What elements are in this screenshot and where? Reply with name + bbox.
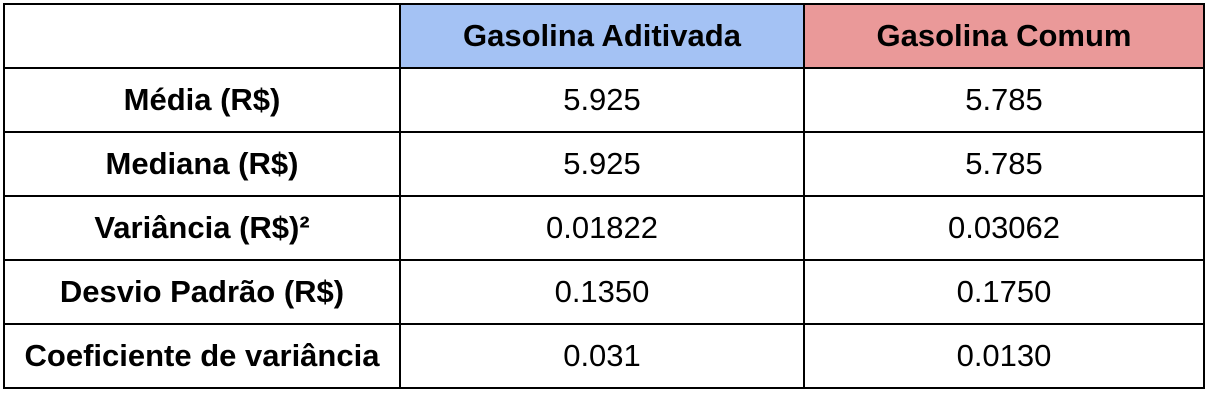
cell-coeficiente-comum: 0.0130 (803, 323, 1205, 389)
table-row: Mediana (R$) 5.925 5.785 (3, 131, 1205, 197)
row-label-coeficiente: Coeficiente de variância (3, 323, 401, 389)
row-label-media: Média (R$) (3, 67, 401, 133)
cell-desvio-aditivada: 0.1350 (399, 259, 805, 325)
cell-mediana-comum: 5.785 (803, 131, 1205, 197)
cell-media-comum: 5.785 (803, 67, 1205, 133)
statistics-table-container: Gasolina Aditivada Gasolina Comum Média … (3, 3, 1205, 389)
cell-variancia-aditivada: 0.01822 (399, 195, 805, 261)
header-corner-cell (3, 3, 401, 69)
row-label-variancia: Variância (R$)² (3, 195, 401, 261)
header-gasolina-comum: Gasolina Comum (803, 3, 1205, 69)
table-row: Média (R$) 5.925 5.785 (3, 67, 1205, 133)
table-row: Desvio Padrão (R$) 0.1350 0.1750 (3, 259, 1205, 325)
cell-coeficiente-aditivada: 0.031 (399, 323, 805, 389)
statistics-table: Gasolina Aditivada Gasolina Comum Média … (3, 3, 1205, 389)
table-row: Coeficiente de variância 0.031 0.0130 (3, 323, 1205, 389)
row-label-mediana: Mediana (R$) (3, 131, 401, 197)
table-header-row: Gasolina Aditivada Gasolina Comum (3, 3, 1205, 69)
cell-desvio-comum: 0.1750 (803, 259, 1205, 325)
cell-variancia-comum: 0.03062 (803, 195, 1205, 261)
table-row: Variância (R$)² 0.01822 0.03062 (3, 195, 1205, 261)
cell-media-aditivada: 5.925 (399, 67, 805, 133)
cell-mediana-aditivada: 5.925 (399, 131, 805, 197)
row-label-desvio-padrao: Desvio Padrão (R$) (3, 259, 401, 325)
header-gasolina-aditivada: Gasolina Aditivada (399, 3, 805, 69)
